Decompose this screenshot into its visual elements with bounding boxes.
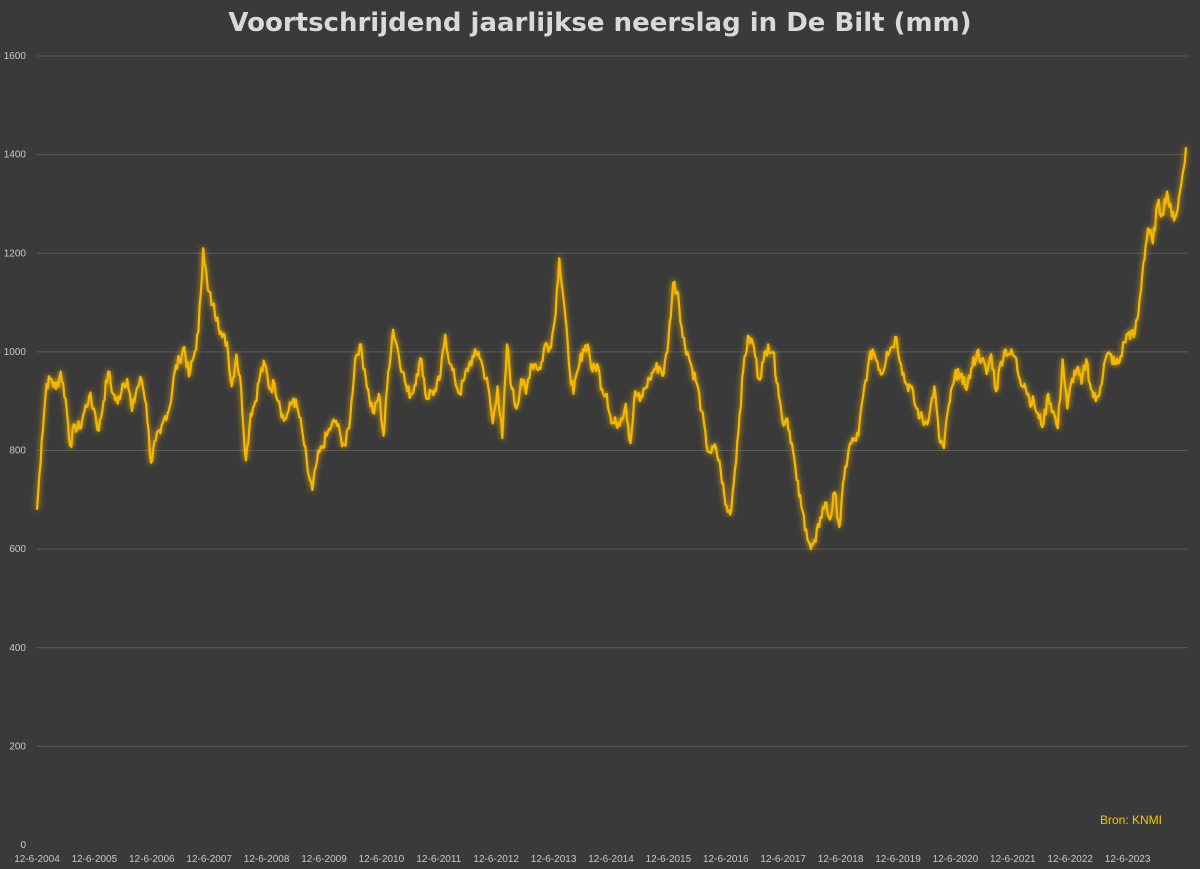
y-tick-label: 0: [20, 840, 26, 851]
x-tick-label: 12-6-2019: [875, 854, 921, 865]
x-tick-label: 12-6-2006: [129, 854, 175, 865]
x-tick-label: 12-6-2011: [416, 854, 461, 865]
x-tick-label: 12-6-2020: [933, 854, 979, 865]
x-tick-label: 12-6-2016: [703, 854, 749, 865]
chart-title: Voortschrijdend jaarlijkse neerslag in D…: [228, 8, 972, 38]
y-tick-label: 200: [9, 741, 26, 752]
gridlines: [37, 55, 1188, 747]
x-tick-label: 12-6-2015: [646, 854, 692, 865]
x-tick-label: 12-6-2023: [1105, 854, 1151, 865]
x-tick-label: 12-6-2004: [14, 854, 60, 865]
x-tick-label: 12-6-2018: [818, 854, 864, 865]
y-tick-label: 1000: [4, 347, 27, 358]
x-tick-label: 12-6-2021: [990, 854, 1036, 865]
x-axis-ticks: 12-6-2004 12-6-2005 12-6-2006 12-6-2007 12-6…: [14, 854, 1151, 865]
x-tick-label: 12-6-2014: [588, 854, 634, 865]
x-tick-label: 12-6-2022: [1047, 854, 1093, 865]
x-tick-label: 12-6-2012: [473, 854, 519, 865]
x-tick-label: 12-6-2007: [186, 854, 232, 865]
y-tick-label: 1400: [4, 150, 27, 161]
y-tick-label: 800: [9, 446, 26, 457]
y-tick-label: 1200: [4, 248, 27, 259]
y-tick-label: 600: [9, 544, 26, 555]
series-line: [35, 147, 1188, 551]
x-tick-label: 12-6-2005: [72, 854, 118, 865]
x-tick-label: 12-6-2017: [760, 854, 806, 865]
source-note: Bron: KNMI: [1099, 813, 1162, 827]
y-tick-label: 1600: [4, 51, 27, 62]
x-tick-label: 12-6-2008: [244, 854, 290, 865]
y-tick-label: 400: [9, 643, 26, 654]
x-tick-label: 12-6-2010: [359, 854, 405, 865]
y-axis-ticks: 0 200 400 600 800 1000 1200 1400 1600: [4, 51, 27, 851]
x-tick-label: 12-6-2013: [531, 854, 577, 865]
x-tick-label: 12-6-2009: [301, 854, 347, 865]
